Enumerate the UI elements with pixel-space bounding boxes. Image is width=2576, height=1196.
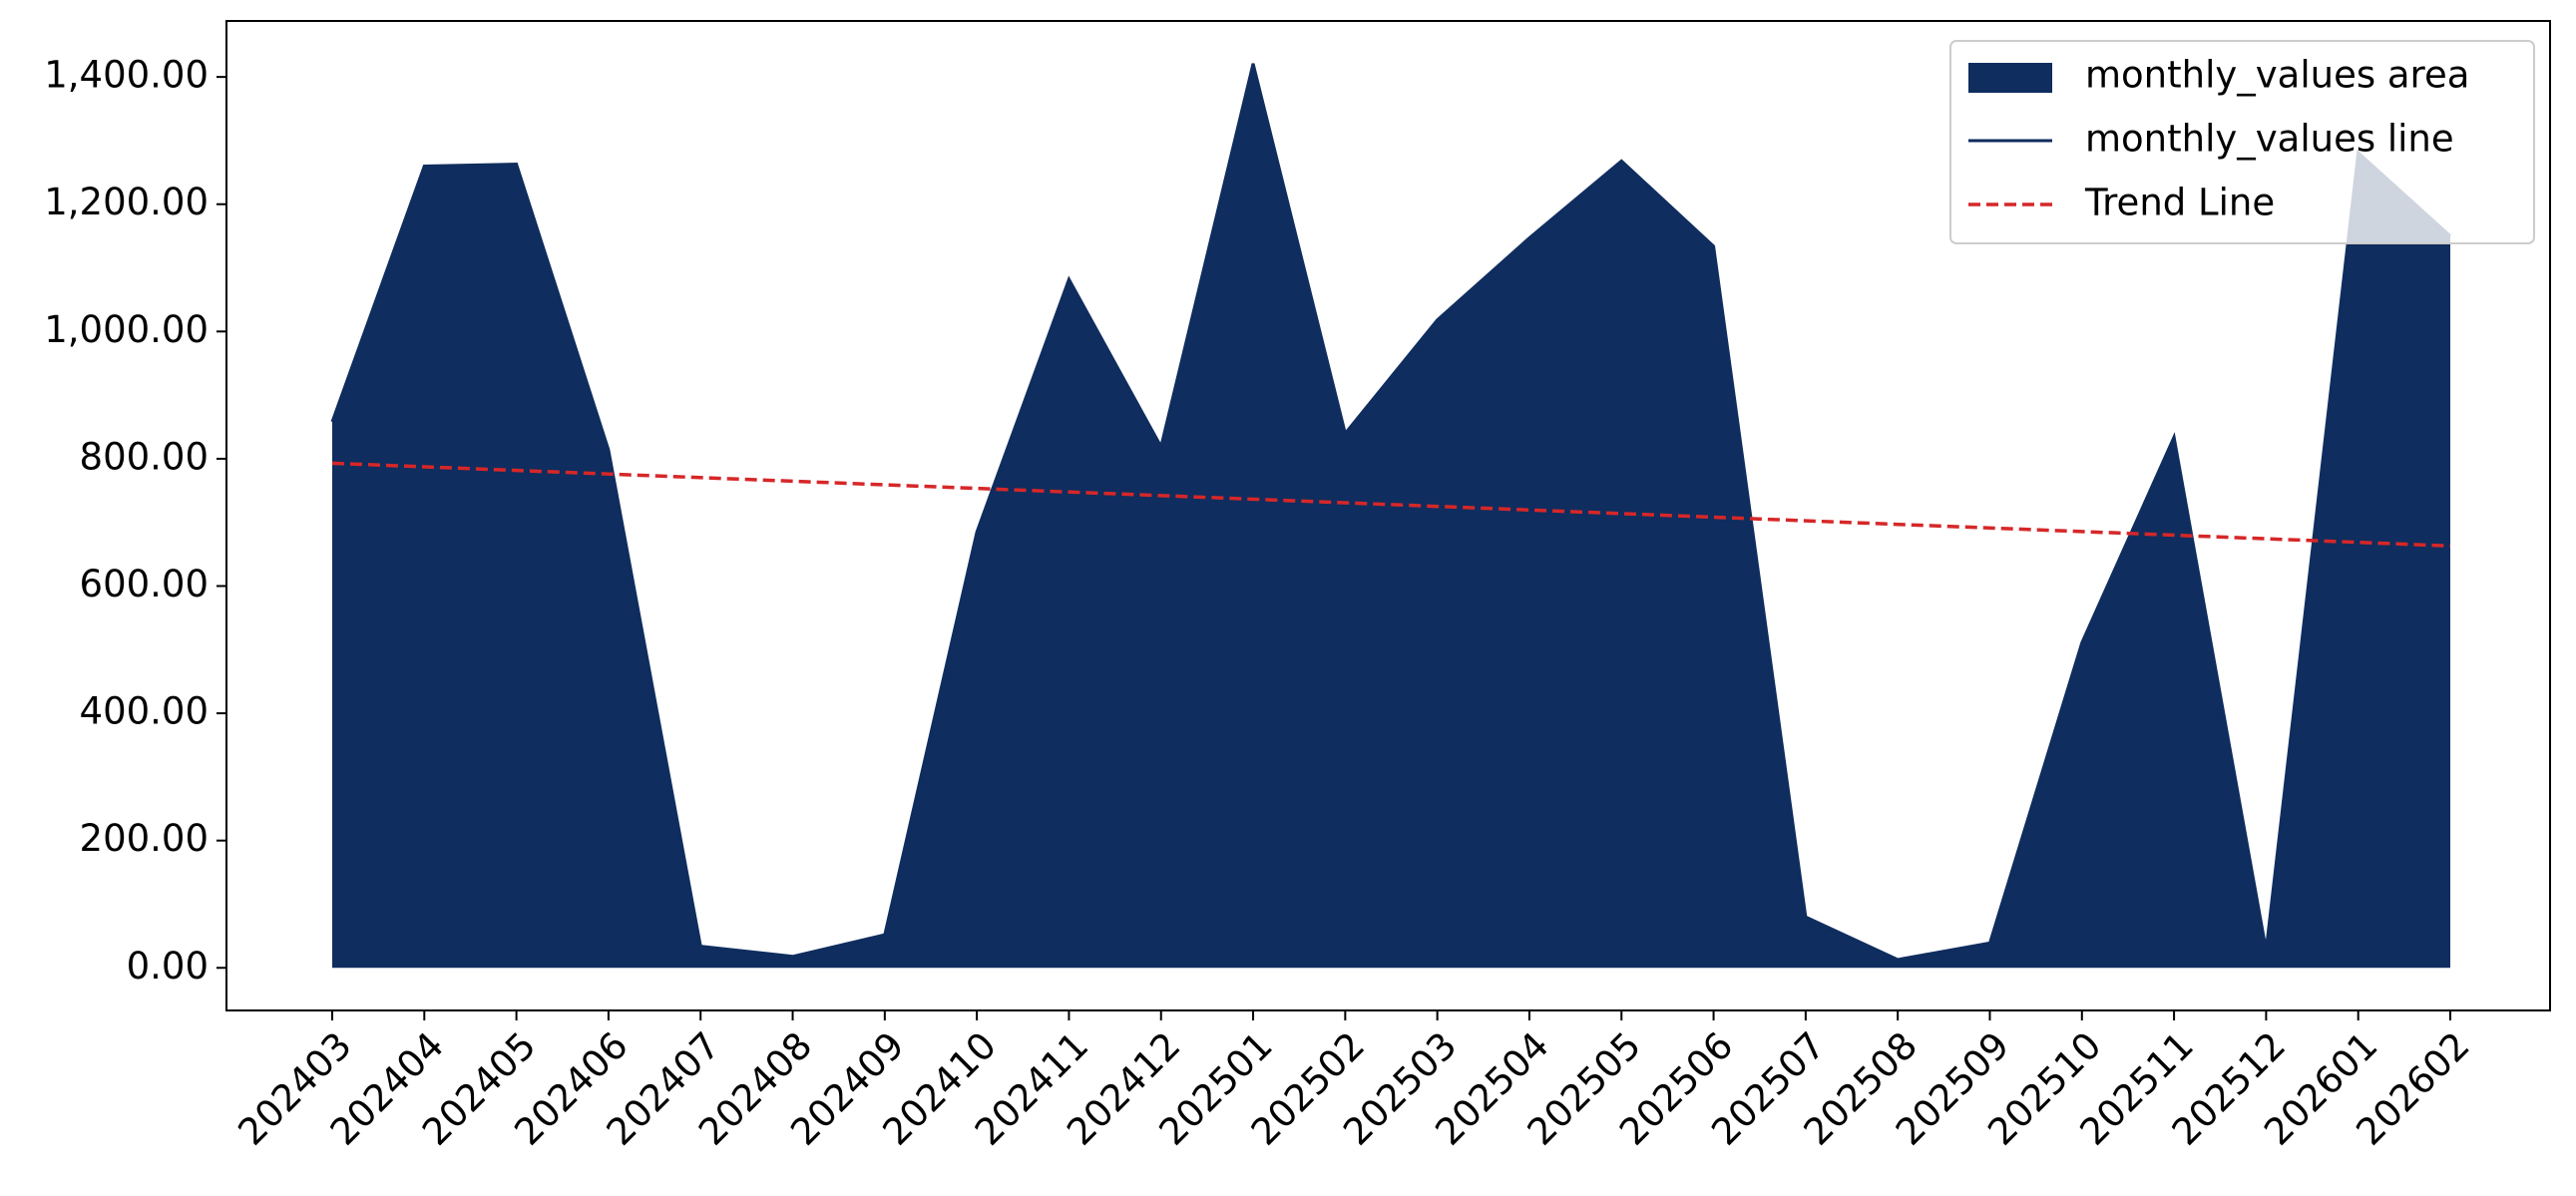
y-tick-label: 1,400.00: [44, 54, 209, 97]
area: [332, 63, 2450, 969]
y-tick-label: 1,000.00: [44, 308, 209, 351]
y-tick-label: 400.00: [80, 690, 209, 733]
legend-label: monthly_values line: [2085, 118, 2454, 161]
plot-frame: [225, 20, 2551, 1011]
legend-label: monthly_values area: [2085, 54, 2469, 97]
legend-swatch: [1968, 63, 2052, 93]
legend-label: Trend Line: [2084, 182, 2275, 224]
legend-box: [1949, 40, 2535, 244]
y-tick-label: 0.00: [127, 945, 209, 988]
y-tick-label: 200.00: [80, 817, 209, 860]
y-tick-label: 800.00: [80, 435, 209, 478]
y-tick-label: 600.00: [80, 563, 209, 605]
trend-line: [331, 461, 2451, 549]
y-tick-label: 1,200.00: [44, 181, 209, 223]
line: [330, 63, 2452, 962]
